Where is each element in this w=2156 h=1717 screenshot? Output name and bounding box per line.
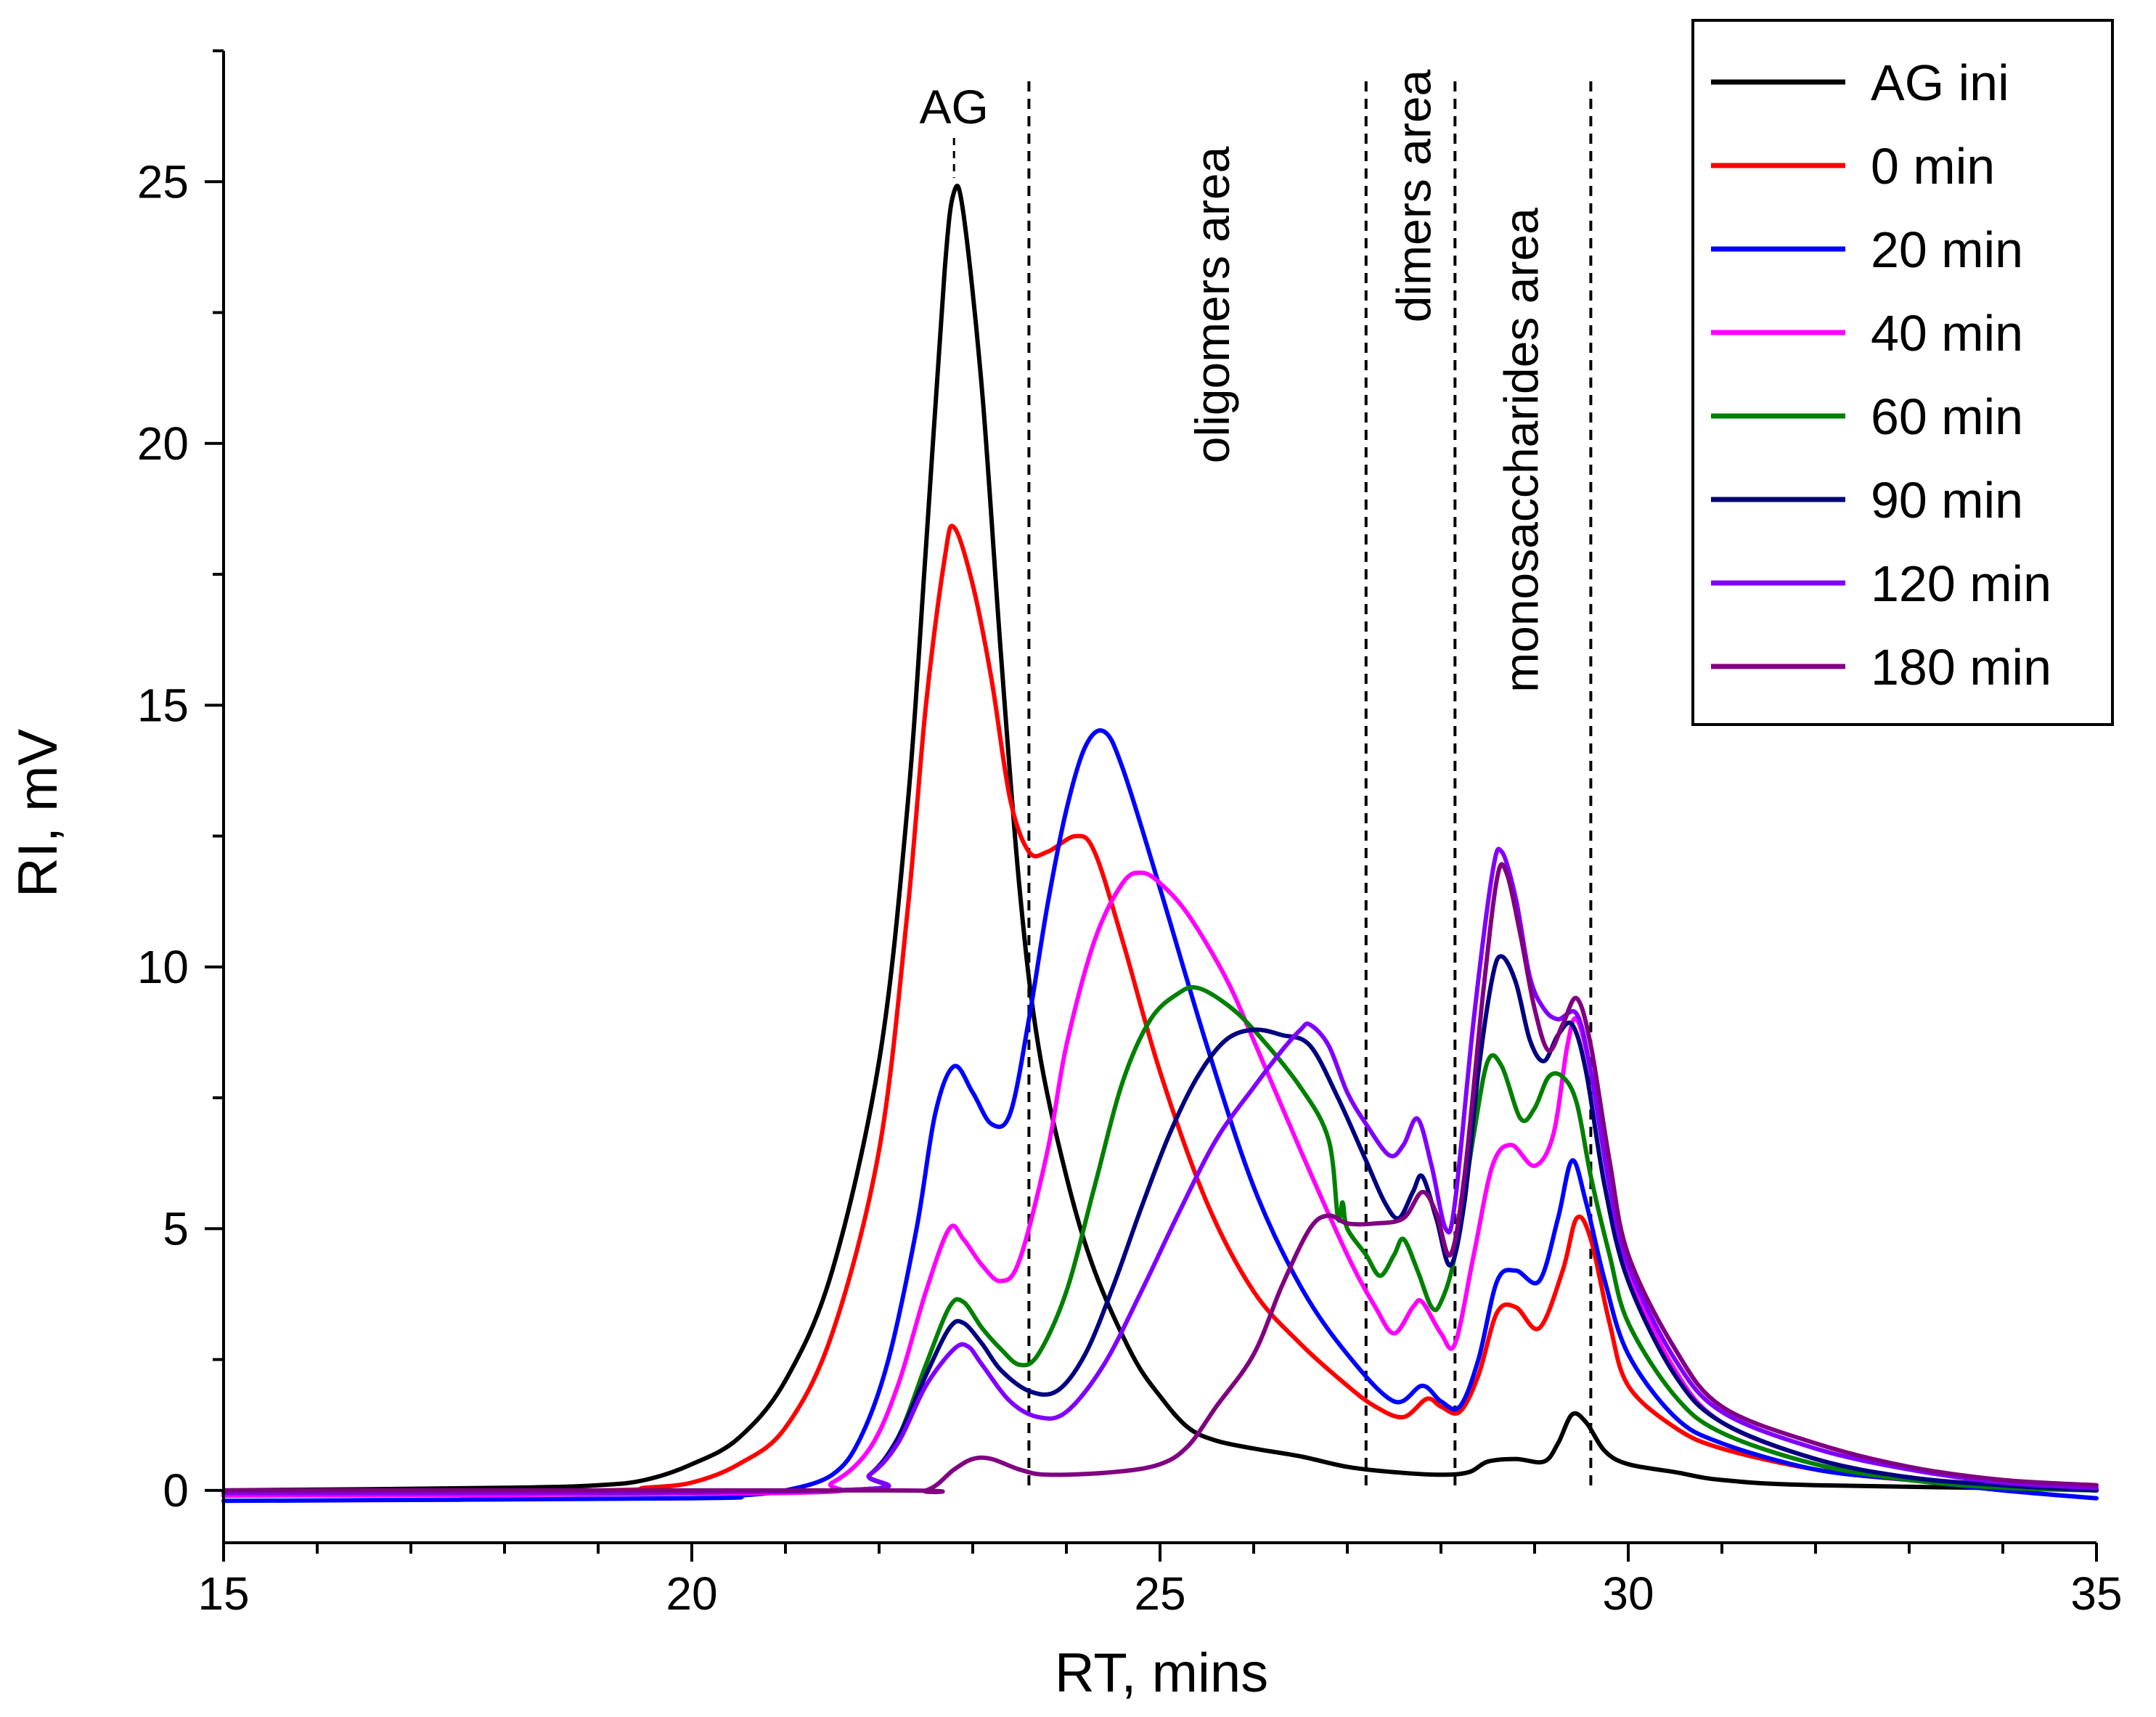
x-tick-label: 35	[2070, 1567, 2122, 1620]
y-tick-label: 25	[137, 155, 189, 208]
x-tick-label: 30	[1602, 1567, 1654, 1620]
legend-box	[1691, 19, 2114, 726]
series-lines	[221, 184, 2099, 1504]
region-label: monosaccharides area	[1495, 208, 1548, 693]
legend-label: 90 min	[1871, 472, 2023, 529]
legend-label: 40 min	[1871, 305, 2023, 362]
y-tick-label: 5	[163, 1202, 189, 1255]
series-line-120-min	[221, 847, 2099, 1496]
legend-label: 120 min	[1871, 555, 2051, 612]
y-tick-label: 15	[137, 679, 189, 731]
legend: AG ini 0 min 20 min 40 min 60 min 90 min 120 m…	[1691, 19, 2114, 726]
x-tick-label: 25	[1134, 1567, 1185, 1620]
series-line-ag-ini	[221, 184, 2099, 1493]
region-markers: AG oligomers area dimers area monosaccharid…	[920, 69, 1593, 1488]
legend-label: 180 min	[1871, 639, 2051, 696]
axes: 15 20 25 30 35 0 5 10 15 20 25	[137, 49, 2123, 1620]
region-label: dimers area	[1387, 69, 1440, 322]
y-tick-label: 0	[163, 1464, 189, 1517]
x-tick-label: 20	[666, 1567, 717, 1620]
y-axis-label: RI, mV	[7, 729, 69, 898]
legend-label: 20 min	[1871, 221, 2023, 278]
y-tick-label: 10	[137, 941, 189, 993]
series-line-60-min	[221, 984, 2099, 1496]
x-axis-label: RT, mins	[1055, 1642, 1268, 1704]
legend-label: AG ini	[1871, 54, 2009, 111]
y-tick-label: 20	[137, 417, 189, 470]
legend-label: 0 min	[1871, 138, 1995, 195]
region-label: oligomers area	[1185, 146, 1239, 463]
series-line-20-min	[221, 728, 2099, 1504]
series-line-0-min	[221, 523, 2099, 1498]
x-tick-label: 15	[197, 1567, 249, 1620]
series-line-90-min	[221, 954, 2099, 1496]
series-line-40-min	[221, 870, 2099, 1498]
legend-label: 60 min	[1871, 388, 2023, 445]
region-label-ag: AG	[920, 80, 989, 134]
series-line-180-min	[221, 862, 2099, 1495]
